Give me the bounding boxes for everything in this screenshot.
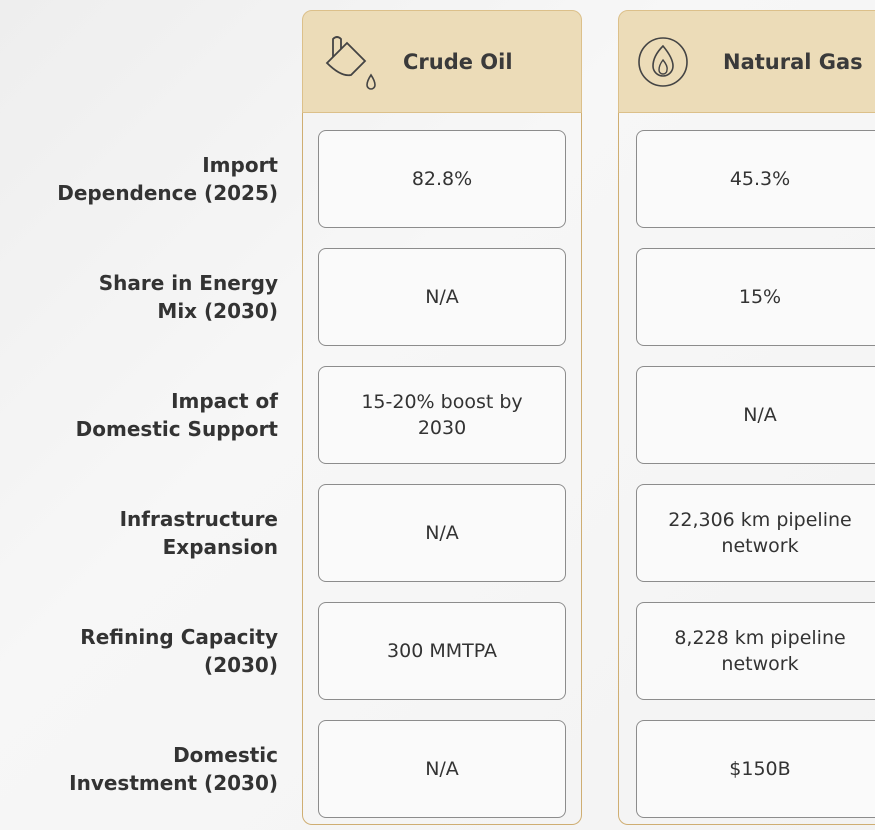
- table-cell: 300 MMTPA: [318, 602, 566, 700]
- table-cell: N/A: [318, 484, 566, 582]
- column-title: Natural Gas: [723, 49, 863, 74]
- cell-value: 45.3%: [729, 168, 791, 190]
- column-header: Natural Gas: [618, 10, 875, 113]
- table-cell: 82.8%: [318, 130, 566, 228]
- row-label: Impact of Domestic Support: [0, 366, 278, 464]
- row-label-line: (2030): [204, 653, 278, 677]
- cell-value: N/A: [425, 286, 459, 308]
- row-label-line: Dependence (2025): [57, 181, 278, 205]
- cell-value: N/A: [425, 522, 459, 544]
- row-label: Import Dependence (2025): [0, 130, 278, 228]
- row-label-line: Expansion: [162, 535, 278, 559]
- row-label: Domestic Investment (2030): [0, 720, 278, 818]
- row-label: Share in Energy Mix (2030): [0, 248, 278, 346]
- cell-value: 22,306 km pipeline network: [668, 509, 852, 557]
- cell-value: $150B: [729, 758, 791, 780]
- row-label-line: Share in Energy: [98, 271, 278, 295]
- cell-value: 15-20% boost by 2030: [361, 391, 523, 439]
- row-label-line: Domestic Support: [75, 417, 278, 441]
- row-label-line: Mix (2030): [157, 299, 278, 323]
- table-cell: 22,306 km pipeline network: [636, 484, 875, 582]
- gas-icon: [638, 36, 688, 87]
- table-cell: N/A: [318, 248, 566, 346]
- table-cell: N/A: [636, 366, 875, 464]
- row-label: Refining Capacity (2030): [0, 602, 278, 700]
- row-label: Infrastructure Expansion: [0, 484, 278, 582]
- oil-icon: [325, 35, 376, 90]
- column-header: Crude Oil: [302, 10, 582, 113]
- cell-value: N/A: [743, 404, 777, 426]
- column-body: [618, 113, 875, 825]
- table-cell: $150B: [636, 720, 875, 818]
- table-cell: 8,228 km pipeline network: [636, 602, 875, 700]
- row-label-line: Refining Capacity: [80, 625, 278, 649]
- cell-value: 15%: [738, 286, 782, 308]
- table-cell: 45.3%: [636, 130, 875, 228]
- row-label-line: Infrastructure: [119, 507, 278, 531]
- table-cell: N/A: [318, 720, 566, 818]
- column-body: [302, 113, 582, 825]
- table-cell: 15%: [636, 248, 875, 346]
- table-cell: 15-20% boost by 2030: [318, 366, 566, 464]
- cell-value: N/A: [425, 758, 459, 780]
- row-label-line: Domestic: [173, 743, 278, 767]
- cell-value: 82.8%: [411, 168, 473, 190]
- row-label-line: Investment (2030): [69, 771, 278, 795]
- cell-value: 300 MMTPA: [387, 640, 497, 662]
- cell-value: 8,228 km pipeline network: [674, 627, 846, 675]
- column-title: Crude Oil: [403, 49, 513, 74]
- row-label-line: Import: [202, 153, 278, 177]
- row-label-line: Impact of: [171, 389, 278, 413]
